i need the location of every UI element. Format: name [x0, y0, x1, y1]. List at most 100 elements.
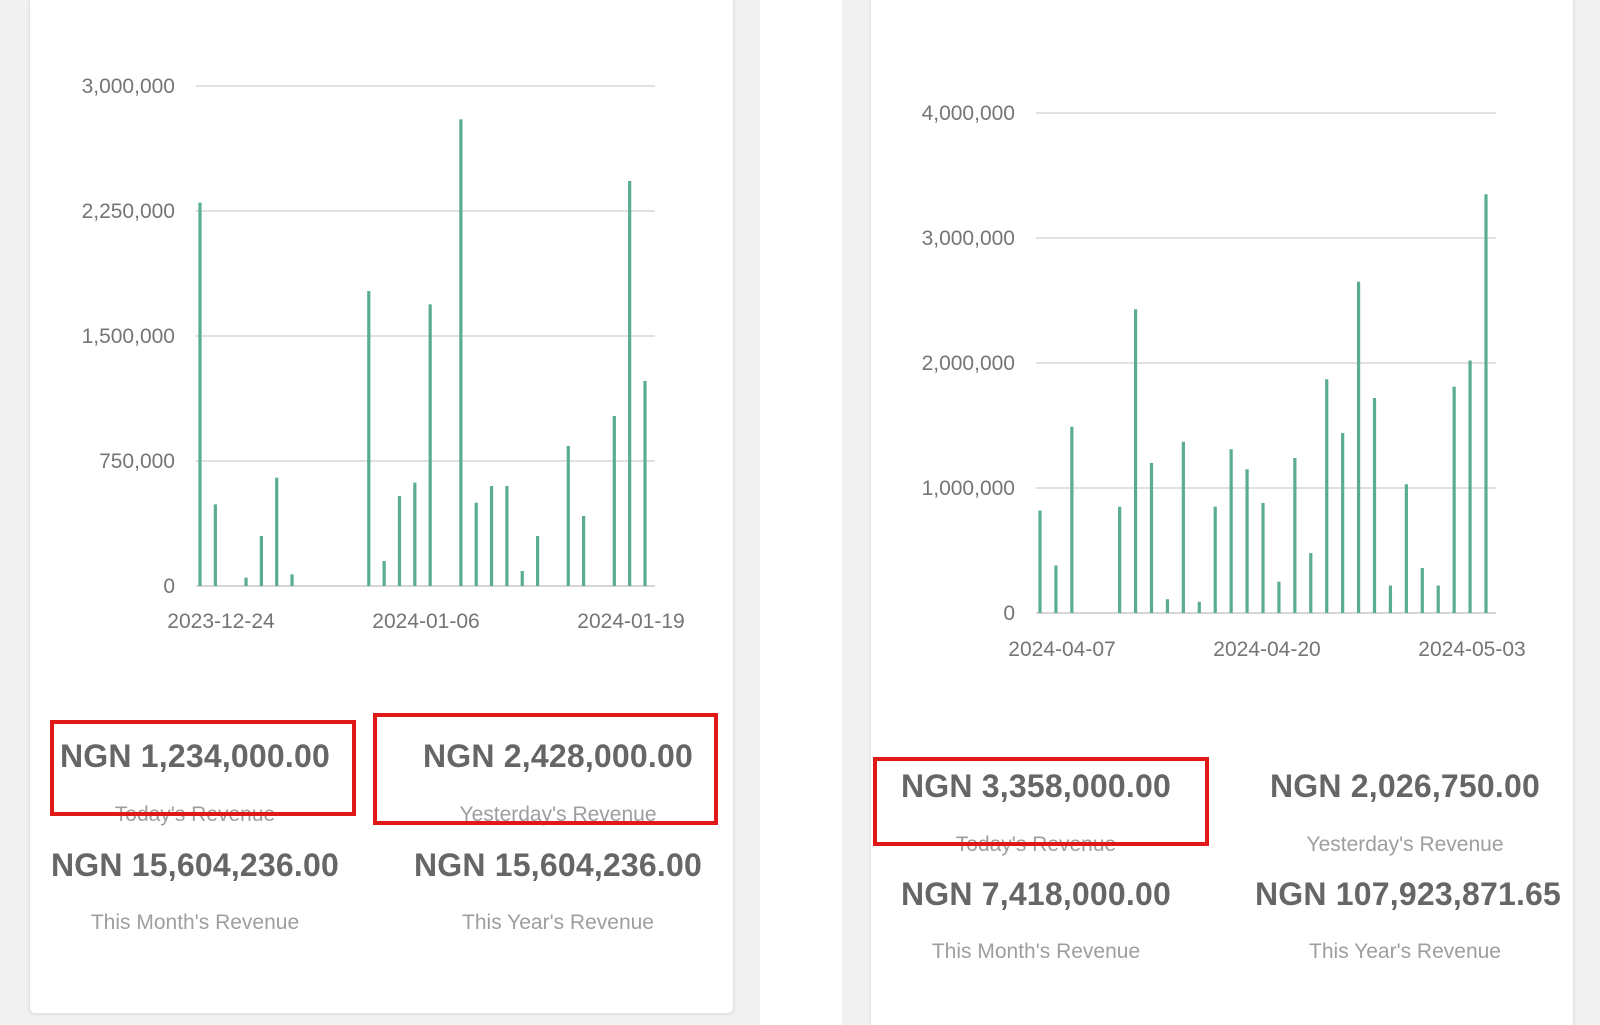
y-tick-label: 3,000,000: [82, 75, 175, 98]
month-revenue-label-left: This Month's Revenue: [45, 911, 345, 935]
dashboard-card-left: [29, 0, 734, 1014]
month-revenue-label-right: This Month's Revenue: [886, 940, 1186, 964]
today-revenue-value: NGN 1,234,000.00: [59, 738, 331, 774]
yesterday-revenue-value: NGN 2,026,750.00: [1269, 768, 1541, 804]
bar: [1054, 565, 1058, 613]
y-tick-label: 1,500,000: [82, 325, 175, 348]
bar: [1388, 585, 1393, 613]
bar: [367, 291, 371, 586]
x-tick-label: 2024-05-03: [1418, 638, 1525, 661]
highlight-box-today-right: [873, 757, 1209, 846]
month-revenue-value: NGN 7,418,000.00: [900, 876, 1172, 912]
bar: [459, 119, 463, 586]
bar: [290, 574, 294, 586]
revenue-chart-1: 0 1,000,000 2,000,000 3,000,000 4,000,000 202…: [922, 102, 1526, 661]
bar: [1133, 309, 1138, 613]
bar: [1277, 581, 1281, 613]
x-tick-label: 2023-12-24: [167, 610, 275, 633]
bar: [428, 304, 432, 586]
y-tick-label: 2,000,000: [922, 352, 1015, 375]
y-tick-label: 4,000,000: [922, 102, 1015, 125]
bar: [628, 181, 632, 586]
bar: [520, 571, 524, 586]
y-tick-label: 0: [163, 575, 175, 598]
y-tick-label: 3,000,000: [922, 227, 1015, 250]
yesterday-revenue-value: NGN 2,428,000.00: [422, 738, 694, 774]
yesterday-revenue-label: Yesterday's Revenue: [459, 803, 657, 826]
year-revenue-right: NGN 107,923,871.65: [1255, 876, 1561, 913]
bar: [505, 486, 509, 586]
today-revenue-value: NGN 3,358,000.00: [900, 768, 1172, 804]
bar: [1118, 506, 1122, 613]
bar: [244, 577, 248, 586]
year-revenue-left: NGN 15,604,236.00: [408, 847, 708, 884]
bar: [1070, 426, 1074, 613]
bar: [489, 486, 494, 586]
month-revenue-value: NGN 15,604,236.00: [50, 847, 340, 883]
bar: [1213, 506, 1217, 613]
yesterday-revenue-label: Yesterday's Revenue: [1306, 833, 1504, 856]
bar: [397, 496, 402, 586]
yesterday-revenue-label-left: Yesterday's Revenue: [408, 803, 708, 827]
bar: [1245, 469, 1249, 613]
bar: [198, 202, 202, 586]
highlight-box-yesterday-left: [373, 713, 718, 825]
bar: [1341, 433, 1345, 613]
bar: [259, 536, 263, 586]
y-tick-label: 1,000,000: [922, 477, 1015, 500]
bar: [1484, 194, 1488, 613]
today-revenue-right: NGN 3,358,000.00: [886, 768, 1186, 805]
year-revenue-label-right: This Year's Revenue: [1255, 940, 1555, 964]
bar: [1165, 599, 1170, 613]
bar: [643, 381, 647, 586]
bar: [1372, 398, 1377, 613]
y-tick-label: 750,000: [99, 450, 175, 473]
year-revenue-label-left: This Year's Revenue: [408, 911, 708, 935]
bar: [1404, 484, 1408, 613]
y-tick-label: 0: [1003, 602, 1015, 625]
bar: [1261, 503, 1265, 613]
bar: [1309, 553, 1313, 613]
bar: [1181, 441, 1185, 613]
highlight-box-today-left: [50, 720, 356, 816]
month-revenue-label: This Month's Revenue: [931, 940, 1141, 963]
bar: [535, 536, 540, 586]
bar: [1229, 449, 1233, 613]
month-revenue-right: NGN 7,418,000.00: [886, 876, 1186, 913]
bar: [474, 502, 478, 586]
bar: [413, 482, 417, 586]
year-revenue-label: This Year's Revenue: [1309, 940, 1501, 963]
y-tick-label: 2,250,000: [82, 200, 175, 223]
bar: [582, 516, 586, 586]
bar: [566, 446, 570, 586]
bar: [612, 416, 616, 586]
today-revenue-left: NGN 1,234,000.00: [45, 738, 345, 775]
bar: [1038, 510, 1042, 613]
bar: [1356, 281, 1361, 613]
dashboard-card-right: [870, 0, 1574, 1025]
bar: [1293, 458, 1297, 613]
bar: [1149, 463, 1154, 613]
yesterday-revenue-left: NGN 2,428,000.00: [408, 738, 708, 775]
bar: [275, 477, 279, 586]
x-tick-label: 2024-01-19: [577, 610, 684, 633]
yesterday-revenue-right: NGN 2,026,750.00: [1255, 768, 1555, 805]
bar: [213, 504, 217, 586]
x-tick-label: 2024-04-20: [1213, 638, 1320, 661]
bar: [382, 561, 386, 586]
x-tick-label: 2024-01-06: [372, 610, 479, 633]
bar: [1468, 360, 1472, 613]
bar: [1325, 379, 1329, 613]
bar: [1197, 601, 1201, 613]
yesterday-revenue-label-right: Yesterday's Revenue: [1255, 833, 1555, 857]
month-revenue-label: This Month's Revenue: [90, 911, 300, 934]
year-revenue-value: NGN 15,604,236.00: [413, 847, 703, 883]
bar: [1420, 568, 1424, 613]
bar: [1452, 386, 1456, 613]
month-revenue-left: NGN 15,604,236.00: [45, 847, 345, 884]
x-tick-label: 2024-04-07: [1008, 638, 1115, 661]
year-revenue-label: This Year's Revenue: [462, 911, 654, 934]
revenue-chart-0: 0 750,000 1,500,000 2,250,000 3,000,000 2023-…: [82, 75, 685, 633]
bar: [1436, 585, 1440, 613]
